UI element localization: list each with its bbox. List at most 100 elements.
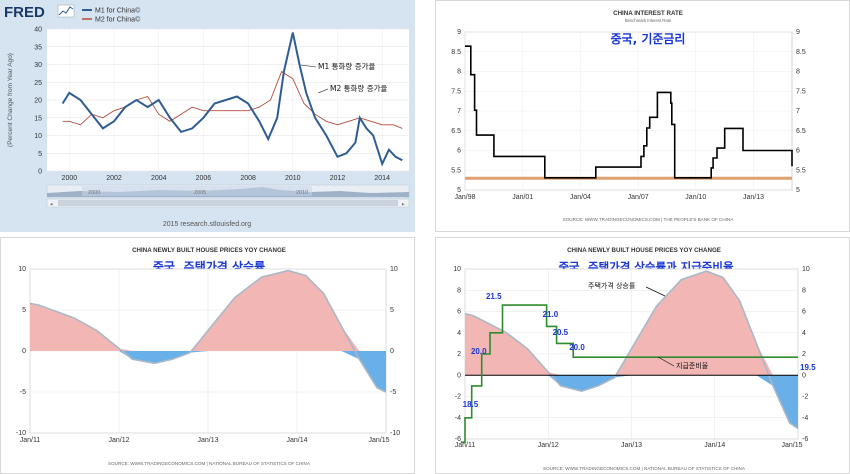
y-tick-left: 0 [457,372,461,379]
interest-x-ticks: Jan/98 Jan/01 Jan/04 Jan/07 Jan/10 Jan/13 [454,194,764,201]
fred-footer: 2015 research.stlouisfed.org [163,221,251,228]
y-tick-left: 5.5 [451,167,461,174]
y-tick-right: 5 [390,307,394,314]
y-tick-right: 8.5 [796,49,806,56]
legend-m2-label: M2 for China© [95,16,141,24]
rrr-line [460,304,798,443]
annotation-m2-pointer [317,88,329,94]
y-tick-left: 0 [22,348,26,355]
y-tick-label: 5 [38,151,42,158]
house-y-ticks: -10 -10 -5 -5 0 0 5 5 10 10 [16,266,400,437]
y-tick-left: 8 [457,287,461,294]
y-tick-right: 0 [802,372,806,379]
y-tick-label: 40 [34,27,42,34]
y-tick-label: 0 [38,169,42,176]
scroll-left-icon[interactable]: ◂ [50,202,53,208]
y-tick-left: 7.5 [451,88,461,95]
annotation-rrr-pointer [657,356,675,367]
y-tick-right: 0 [390,348,394,355]
x-tick-label: 2006 [196,175,212,182]
fred-m1-m2-chart-panel: FRED M1 for China© M2 for China© 0 5 10 15 2… [0,0,415,232]
fred-logo: FRED [4,4,45,21]
fred-scrollbar[interactable]: ◂ ▸ [46,198,410,208]
y-tick-left: 10 [453,266,461,273]
legend-m1-label: M1 for China© [95,7,141,15]
source-note: SOURCE: WWW.TRADINGECONOMICS.COM | NATIO… [108,461,311,466]
y-tick-right: 8 [802,287,806,294]
y-tick-left: -2 [455,394,461,401]
house-rrr-x-ticks: Jan/11 Jan/12 Jan/13 Jan/14 Jan/15 [455,442,803,449]
fred-chart-svg: FRED M1 for China© M2 for China© 0 5 10 15 2… [0,0,415,232]
series-m1-line [61,32,403,167]
chart-title: CHINA NEWLY BUILT HOUSE PRICES YOY CHANG… [567,247,721,254]
x-tick-label: Jan/14 [704,442,725,449]
house-prices-chart-panel: CHINA NEWLY BUILT HOUSE PRICES YOY CHANG… [0,237,415,474]
y-tick-label: 15 [34,115,42,122]
source-note: SOURCE: WWW.TRADINGECONOMICS.COM | THE P… [563,217,735,222]
scroll-right-icon[interactable]: ▸ [402,202,405,208]
x-tick-label: 2010 [285,175,301,182]
interest-rate-line [465,45,793,179]
y-tick-right: -5 [390,389,396,396]
y-tick-label: 35 [34,44,42,51]
x-tick-label: Jan/11 [20,437,41,444]
y-tick-right: -4 [802,415,808,422]
y-tick-right: 4 [802,330,806,337]
y-tick-right: 2 [802,351,806,358]
x-tick-label: 2008 [240,175,256,182]
rrr-value-label: 19.5 [800,363,816,372]
rrr-value-label: 20.0 [569,343,585,352]
y-tick-right: 10 [390,266,398,273]
x-tick-label: Jan/13 [197,437,218,444]
y-tick-right: 6.5 [796,128,806,135]
chart-title: CHINA INTEREST RATE [613,10,683,17]
y-tick-right: -2 [802,394,808,401]
rrr-value-label: 18.5 [463,400,479,409]
y-tick-left: 6 [457,309,461,316]
fred-x-ticks: 2000 2002 2004 2006 2008 2010 2012 2014 [62,175,391,182]
x-tick-label: 2002 [106,175,122,182]
house-price-area [464,270,799,430]
annotation-m1-pointer [300,64,317,68]
y-tick-right: 5 [796,187,800,194]
y-tick-left: 7 [457,108,461,115]
fred-y-axis-label: (Percent Change from Year Ago) [7,53,14,147]
x-tick-label: 2014 [374,175,390,182]
x-tick-label: Jan/12 [108,437,129,444]
y-tick-label: 25 [34,80,42,87]
y-tick-left: 8.5 [451,49,461,56]
annotation-m2: M2 통화량 증가율 [330,84,388,93]
rrr-value-label: 21.0 [543,310,559,319]
rrr-value-label: 20.0 [471,347,487,356]
rrr-value-label: 20.5 [553,328,569,337]
y-tick-left: 6.5 [451,128,461,135]
house-prices-rrr-chart-panel: CHINA NEWLY BUILT HOUSE PRICES YOY CHANG… [435,237,850,474]
y-tick-right: 8 [796,69,800,76]
positive-area [465,271,798,376]
nav-label: 2010 [296,190,308,196]
house-rrr-svg: CHINA NEWLY BUILT HOUSE PRICES YOY CHANG… [453,247,816,471]
y-tick-right: -10 [390,430,400,437]
annotation-rrr: 지급준비율 [676,361,709,370]
annotation-house-pointer [645,286,666,297]
interest-y-ticks: 5 5 5.5 5.5 6 6 6.5 6.5 7 7 7.5 7.5 8 8 8.5 8.5 9 9 [451,29,806,194]
house-x-ticks: Jan/11 Jan/12 Jan/13 Jan/14 Jan/15 [20,437,390,444]
fred-navigator[interactable]: 2000 2005 2010 [46,184,410,198]
interest-rate-svg: CHINA INTEREST RATE Benchmark Interest R… [451,10,806,222]
annotation-m1: M1 통화량 증가율 [318,62,376,71]
annotation-house: 주택가격 상승률 [588,281,636,290]
y-tick-label: 10 [34,133,42,140]
source-note: SOURCE: WWW.TRADINGECONOMICS.COM | NATIO… [543,466,746,471]
fred-logo-graph-icon [57,4,75,18]
y-tick-right: 10 [802,266,810,273]
y-tick-left: 2 [457,351,461,358]
house-price-line [464,270,799,430]
y-tick-right: 7 [796,108,800,115]
y-tick-left: 6 [457,148,461,155]
x-tick-label: Jan/11 [455,442,476,449]
y-tick-right: -6 [802,436,808,443]
x-tick-label: 2012 [330,175,346,182]
x-tick-label: Jan/15 [781,442,802,449]
rrr-value-labels: 18.520.021.521.020.520.019.5 [463,292,816,409]
x-tick-label: Jan/01 [512,194,533,201]
